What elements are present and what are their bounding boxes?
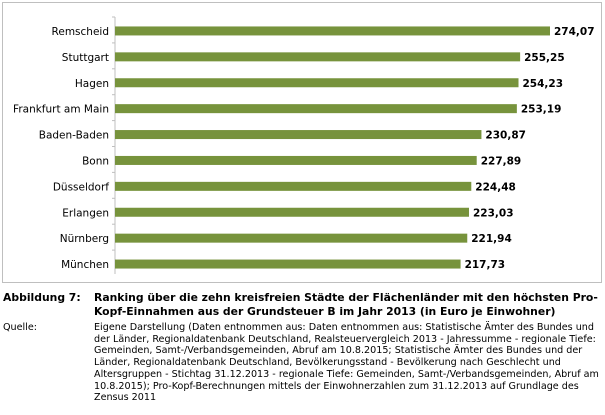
source-label: Quelle: xyxy=(3,322,37,333)
source-text: Eigene Darstellung (Daten entnommen aus:… xyxy=(94,322,599,404)
bar-chart: Remscheid 274,07 Stuttgart 255,25 Hagen 254,2… xyxy=(13,16,595,274)
value-label: 230,87 xyxy=(485,130,526,142)
chart-container: Remscheid 274,07 Stuttgart 255,25 Hagen 254,2… xyxy=(2,2,602,283)
caption-text: Ranking über die zehn kreisfreien Städte… xyxy=(94,291,598,318)
value-label: 224,48 xyxy=(475,181,516,193)
bar xyxy=(115,78,519,88)
category-label: Düsseldorf xyxy=(53,181,109,193)
bar xyxy=(115,26,550,36)
value-label: 274,07 xyxy=(554,26,595,38)
source-note: Quelle: Eigene Darstellung (Daten entnom… xyxy=(3,322,601,404)
value-label: 253,19 xyxy=(521,104,562,116)
bar xyxy=(115,181,472,191)
category-label: Erlangen xyxy=(62,207,109,219)
category-label: Stuttgart xyxy=(62,52,109,64)
bars-layer: Remscheid 274,07 Stuttgart 255,25 Hagen 254,2… xyxy=(13,16,595,274)
category-label: Bonn xyxy=(82,155,109,167)
bar xyxy=(115,233,468,243)
value-label: 221,94 xyxy=(471,233,512,245)
category-label: Hagen xyxy=(75,78,109,90)
caption-label: Abbildung 7: xyxy=(3,291,81,304)
figure-caption: Abbildung 7: Ranking über die zehn kreis… xyxy=(3,291,601,319)
category-label: Nürnberg xyxy=(60,233,109,245)
value-label: 227,89 xyxy=(481,155,522,167)
value-label: 223,03 xyxy=(473,207,514,219)
bar xyxy=(115,259,461,269)
bar xyxy=(115,155,477,165)
value-label: 217,73 xyxy=(465,259,506,271)
category-label: Frankfurt am Main xyxy=(13,104,109,116)
value-label: 255,25 xyxy=(524,52,565,64)
bar xyxy=(115,130,482,140)
bar xyxy=(115,104,517,114)
bar xyxy=(115,52,521,62)
category-label: Baden-Baden xyxy=(39,130,109,142)
category-label: München xyxy=(61,259,109,271)
value-label: 254,23 xyxy=(523,78,564,90)
bar xyxy=(115,207,469,217)
category-label: Remscheid xyxy=(52,26,109,38)
